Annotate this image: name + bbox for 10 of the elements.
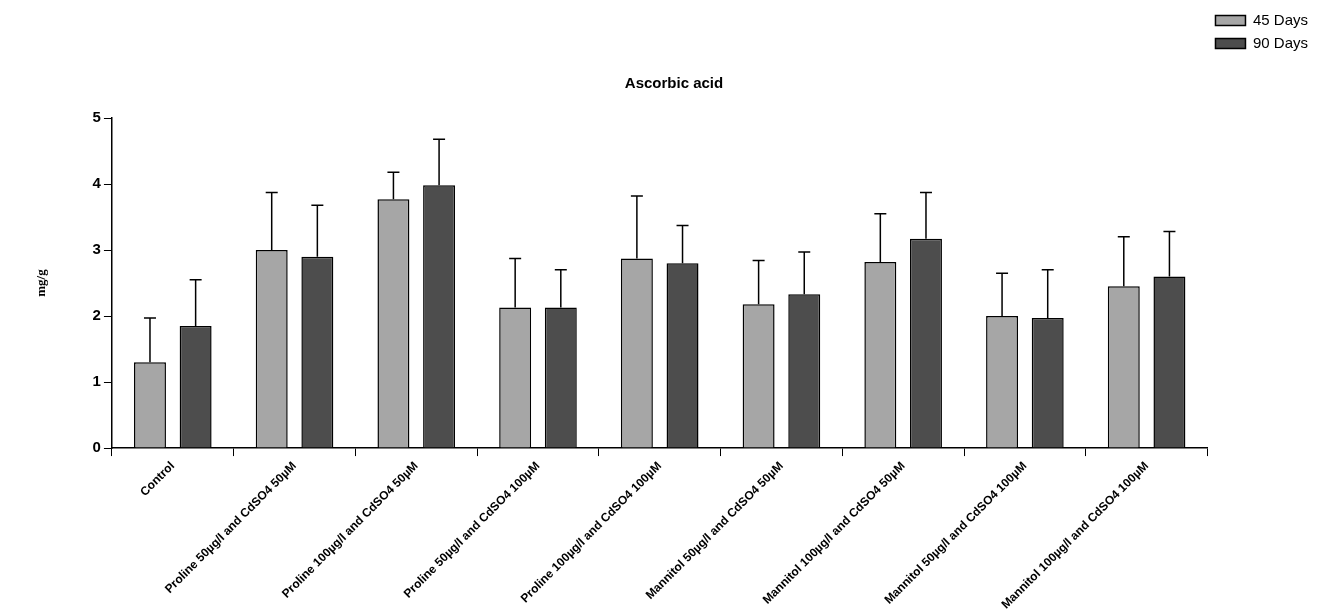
- chart-title: Ascorbic acid: [624, 74, 724, 92]
- y-tick-label: 4: [92, 174, 102, 192]
- y-tick-label: 3: [92, 240, 101, 258]
- y-tick-label: 0: [92, 438, 101, 456]
- y-tick-label: 1: [92, 372, 101, 390]
- legend-label: 45 Days: [1252, 10, 1308, 28]
- legend-label: 90 Days: [1252, 33, 1308, 51]
- y-tick-label: 5: [92, 108, 101, 126]
- y-axis-title: mg/g: [33, 268, 49, 297]
- y-tick-label: 2: [92, 306, 101, 324]
